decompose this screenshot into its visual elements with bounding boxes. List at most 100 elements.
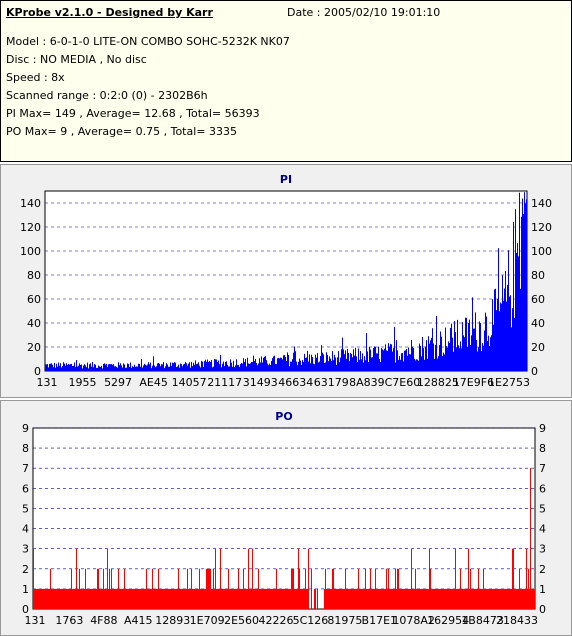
data-bar bbox=[215, 548, 216, 609]
data-bar bbox=[418, 360, 419, 371]
data-bar bbox=[462, 322, 463, 371]
data-bar bbox=[491, 335, 492, 371]
data-bar bbox=[347, 588, 348, 609]
data-bar bbox=[123, 588, 124, 609]
data-bar bbox=[380, 361, 381, 371]
data-bar bbox=[289, 588, 290, 609]
data-bar bbox=[272, 358, 273, 371]
data-bar bbox=[356, 588, 357, 609]
data-bar bbox=[450, 588, 451, 609]
data-bar bbox=[167, 364, 168, 371]
data-bar bbox=[64, 588, 65, 609]
data-bar bbox=[381, 348, 382, 371]
data-bar bbox=[105, 588, 106, 609]
x-tick-label: 131 bbox=[25, 614, 46, 627]
data-bar bbox=[329, 356, 330, 371]
data-bar bbox=[87, 588, 88, 609]
data-bar bbox=[504, 288, 505, 371]
data-bar bbox=[200, 588, 201, 609]
y-tick-label-left: 80 bbox=[27, 269, 41, 282]
data-bar bbox=[459, 588, 460, 609]
y-tick-label-right: 140 bbox=[531, 197, 552, 210]
data-bar bbox=[497, 588, 498, 609]
data-bar bbox=[527, 588, 528, 609]
data-bar bbox=[291, 568, 292, 609]
data-bar bbox=[82, 368, 83, 371]
data-bar bbox=[207, 359, 208, 371]
data-bar bbox=[68, 588, 69, 609]
data-bar bbox=[58, 588, 59, 609]
data-bar bbox=[363, 588, 364, 609]
data-bar bbox=[70, 364, 71, 371]
scan-date: Date : 2005/02/10 19:01:10 bbox=[287, 6, 441, 19]
data-bar bbox=[216, 359, 217, 371]
data-bar bbox=[163, 588, 164, 609]
data-bar bbox=[139, 588, 140, 609]
data-bar bbox=[119, 365, 120, 371]
data-bar bbox=[102, 588, 103, 609]
data-bar bbox=[406, 349, 407, 371]
data-bar bbox=[87, 362, 88, 371]
data-bar bbox=[88, 368, 89, 371]
y-tick-label-left: 2 bbox=[22, 563, 29, 576]
data-bar bbox=[360, 588, 361, 609]
data-bar bbox=[497, 298, 498, 371]
data-bar bbox=[420, 345, 421, 371]
data-bar bbox=[258, 568, 259, 609]
data-bar bbox=[528, 568, 529, 609]
data-bar bbox=[159, 588, 160, 609]
data-bar bbox=[468, 322, 469, 371]
data-bar bbox=[296, 361, 297, 371]
data-bar bbox=[278, 357, 279, 371]
data-bar bbox=[325, 362, 326, 371]
data-bar bbox=[70, 588, 71, 609]
data-bar bbox=[494, 588, 495, 609]
data-bar bbox=[246, 366, 247, 371]
data-bar bbox=[422, 336, 423, 371]
data-bar bbox=[59, 365, 60, 371]
data-bar bbox=[249, 588, 250, 609]
data-bar bbox=[79, 568, 80, 609]
data-bar bbox=[113, 364, 114, 371]
data-bar bbox=[362, 588, 363, 609]
data-bar bbox=[268, 588, 269, 609]
data-bar bbox=[463, 588, 464, 609]
data-bar bbox=[428, 588, 429, 609]
y-tick-label-right: 5 bbox=[539, 502, 546, 515]
data-bar bbox=[94, 588, 95, 609]
data-bar bbox=[244, 588, 245, 609]
data-bar bbox=[460, 341, 461, 371]
data-bar bbox=[358, 348, 359, 371]
data-bar bbox=[489, 588, 490, 609]
data-bar bbox=[35, 588, 36, 609]
data-bar bbox=[85, 365, 86, 371]
data-bar bbox=[203, 588, 204, 609]
data-bar bbox=[363, 362, 364, 371]
data-bar bbox=[216, 588, 217, 609]
data-bar bbox=[147, 588, 148, 609]
data-bar bbox=[99, 366, 100, 371]
data-bar bbox=[386, 350, 387, 371]
data-bar bbox=[383, 588, 384, 609]
y-tick-label-right: 0 bbox=[539, 603, 546, 616]
data-bar bbox=[466, 588, 467, 609]
data-bar bbox=[126, 367, 127, 371]
data-bar bbox=[397, 350, 398, 371]
y-tick-label-right: 9 bbox=[539, 422, 546, 435]
data-bar bbox=[487, 340, 488, 371]
data-bar bbox=[461, 588, 462, 609]
data-bar bbox=[416, 359, 417, 371]
data-bar bbox=[489, 345, 490, 371]
bars bbox=[33, 468, 535, 609]
data-bar bbox=[152, 365, 153, 371]
data-bar bbox=[447, 588, 448, 609]
data-bar bbox=[426, 340, 427, 371]
data-bar bbox=[183, 364, 184, 371]
data-bar bbox=[192, 588, 193, 609]
data-bar bbox=[446, 346, 447, 371]
data-bar bbox=[61, 588, 62, 609]
data-bar bbox=[139, 363, 140, 371]
data-bar bbox=[148, 588, 149, 609]
data-bar bbox=[419, 588, 420, 609]
data-bar bbox=[512, 548, 513, 609]
